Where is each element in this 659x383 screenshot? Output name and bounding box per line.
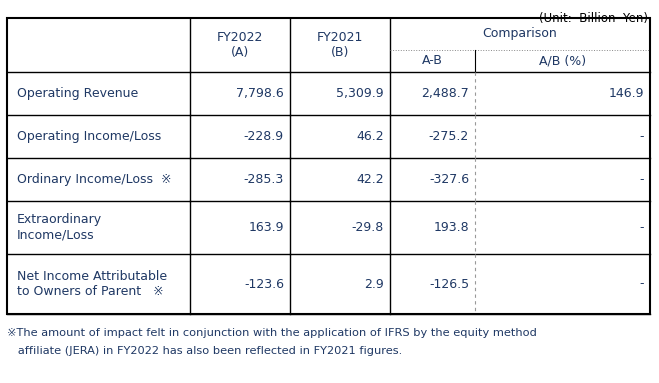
- Text: -275.2: -275.2: [429, 130, 469, 143]
- Text: 42.2: 42.2: [357, 173, 384, 186]
- Text: affiliate (JERA) in FY2022 has also been reflected in FY2021 figures.: affiliate (JERA) in FY2022 has also been…: [7, 346, 402, 356]
- Text: ※The amount of impact felt in conjunction with the application of IFRS by the eq: ※The amount of impact felt in conjunctio…: [7, 328, 537, 338]
- Text: -327.6: -327.6: [429, 173, 469, 186]
- Text: 2,488.7: 2,488.7: [421, 87, 469, 100]
- Text: Operating Revenue: Operating Revenue: [17, 87, 138, 100]
- Bar: [7, 18, 650, 314]
- Text: -: -: [639, 173, 644, 186]
- Text: 146.9: 146.9: [608, 87, 644, 100]
- Text: Extraordinary
Income/Loss: Extraordinary Income/Loss: [17, 213, 102, 242]
- Text: Operating Income/Loss: Operating Income/Loss: [17, 130, 161, 143]
- Text: -123.6: -123.6: [244, 278, 284, 290]
- Text: -: -: [639, 221, 644, 234]
- Text: 2.9: 2.9: [364, 278, 384, 290]
- Text: -: -: [639, 278, 644, 290]
- Text: -29.8: -29.8: [352, 221, 384, 234]
- Text: Net Income Attributable
to Owners of Parent   ※: Net Income Attributable to Owners of Par…: [17, 270, 167, 298]
- Text: FY2022
(A): FY2022 (A): [217, 31, 263, 59]
- Text: 193.8: 193.8: [434, 221, 469, 234]
- Text: FY2021
(B): FY2021 (B): [317, 31, 363, 59]
- Text: -: -: [639, 130, 644, 143]
- Text: A-B: A-B: [422, 54, 443, 67]
- Text: 46.2: 46.2: [357, 130, 384, 143]
- Text: 163.9: 163.9: [248, 221, 284, 234]
- Text: -285.3: -285.3: [244, 173, 284, 186]
- Text: -126.5: -126.5: [429, 278, 469, 290]
- Text: A/B (%): A/B (%): [539, 54, 586, 67]
- Text: Ordinary Income/Loss  ※: Ordinary Income/Loss ※: [17, 173, 171, 186]
- Text: Comparison: Comparison: [482, 28, 558, 41]
- Text: -228.9: -228.9: [244, 130, 284, 143]
- Text: (Unit:  Billion  Yen): (Unit: Billion Yen): [539, 12, 648, 25]
- Text: 7,798.6: 7,798.6: [236, 87, 284, 100]
- Text: 5,309.9: 5,309.9: [336, 87, 384, 100]
